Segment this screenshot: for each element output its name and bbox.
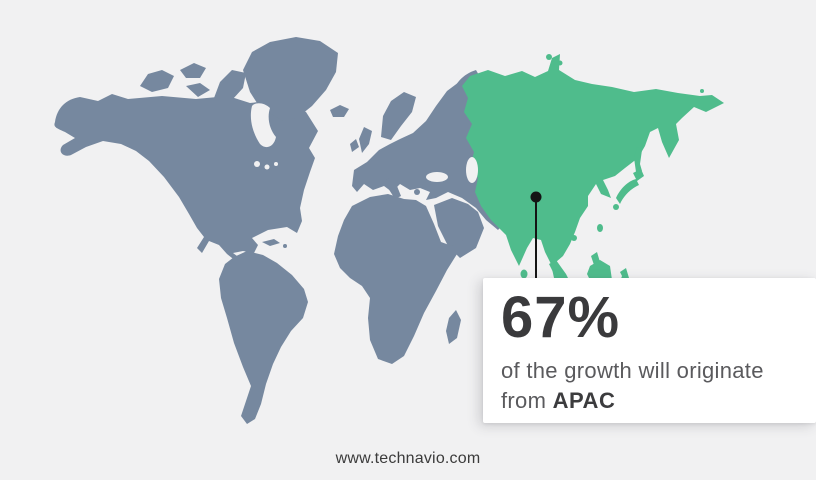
- stat-description: of the growth will originate from APAC: [501, 356, 816, 416]
- lake-great-lakes-3: [274, 162, 278, 166]
- region-south-america: [219, 251, 308, 424]
- region-iceland: [330, 105, 349, 117]
- map-marker-dot: [530, 191, 542, 203]
- region-arctic-island-2: [557, 60, 563, 66]
- region-japan: [616, 169, 644, 204]
- map-marker: [530, 191, 542, 280]
- stat-callout-card: 67% of the growth will originate from AP…: [483, 278, 816, 423]
- region-caribbean: [262, 239, 280, 246]
- region-scandinavia: [381, 92, 416, 140]
- region-kyushu: [613, 204, 619, 210]
- map-sea-overlays: [250, 103, 478, 183]
- lake-great-lakes-2: [264, 164, 270, 170]
- lake-great-lakes-1: [254, 161, 260, 167]
- sea-hudson-bay: [250, 103, 276, 148]
- region-taiwan: [597, 224, 603, 232]
- region-hispaniola: [283, 244, 287, 248]
- sea-black-sea: [426, 172, 448, 182]
- region-africa: [334, 194, 463, 364]
- region-north-america: [54, 94, 318, 268]
- map-default-regions: [54, 37, 507, 424]
- region-asia-mainland: [462, 54, 724, 287]
- stat-region-label: APAC: [552, 388, 616, 413]
- region-italy: [385, 178, 401, 199]
- region-greece: [414, 189, 420, 195]
- stat-description-line2-prefix: from: [501, 388, 547, 413]
- region-greenland: [243, 37, 338, 121]
- region-arabia: [434, 198, 484, 258]
- region-sri-lanka: [520, 269, 528, 279]
- map-marker-line: [535, 197, 537, 280]
- region-madagascar: [446, 310, 461, 344]
- footer-website: www.technavio.com: [335, 450, 481, 467]
- stat-description-line1: of the growth will originate: [501, 358, 764, 383]
- region-sakhalin: [634, 147, 642, 172]
- region-arctic-island-3: [700, 89, 704, 93]
- region-arctic-islands: [140, 63, 246, 105]
- map-highlight-regions-apac: [462, 54, 724, 290]
- region-british-isles: [350, 127, 372, 153]
- region-hainan: [571, 235, 577, 241]
- stat-value: 67%: [501, 285, 621, 350]
- sea-caspian: [466, 157, 478, 183]
- region-arctic-island-1: [546, 54, 552, 60]
